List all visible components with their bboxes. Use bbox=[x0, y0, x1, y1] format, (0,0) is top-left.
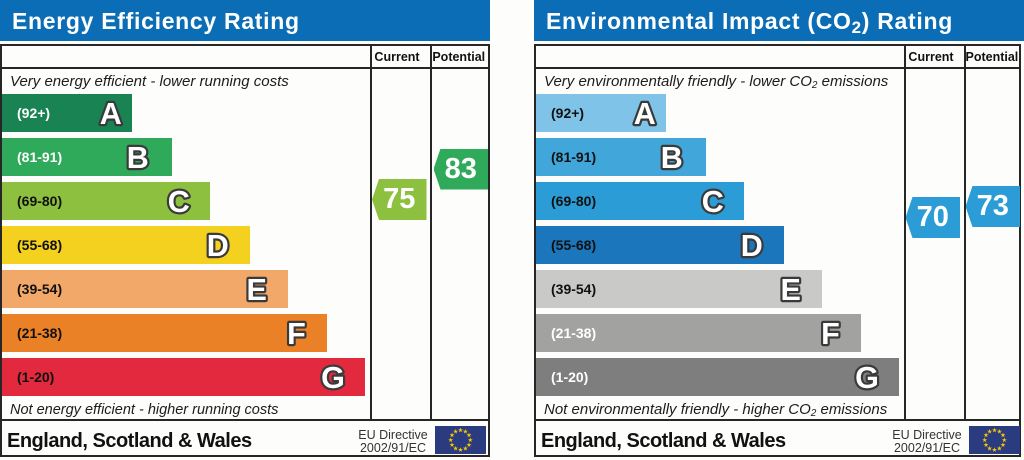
svg-text:E: E bbox=[780, 273, 800, 307]
svg-text:C: C bbox=[168, 185, 190, 219]
svg-text:B: B bbox=[661, 141, 683, 175]
svg-text:C: C bbox=[702, 185, 724, 219]
svg-text:F: F bbox=[287, 317, 306, 351]
svg-text:G: G bbox=[321, 361, 345, 395]
svg-text:A: A bbox=[100, 97, 122, 131]
svg-text:E: E bbox=[246, 273, 266, 307]
svg-text:F: F bbox=[821, 317, 840, 351]
svg-text:D: D bbox=[206, 229, 228, 263]
svg-text:B: B bbox=[127, 141, 149, 175]
svg-text:D: D bbox=[740, 229, 762, 263]
svg-text:A: A bbox=[634, 97, 656, 131]
svg-text:G: G bbox=[855, 361, 879, 395]
